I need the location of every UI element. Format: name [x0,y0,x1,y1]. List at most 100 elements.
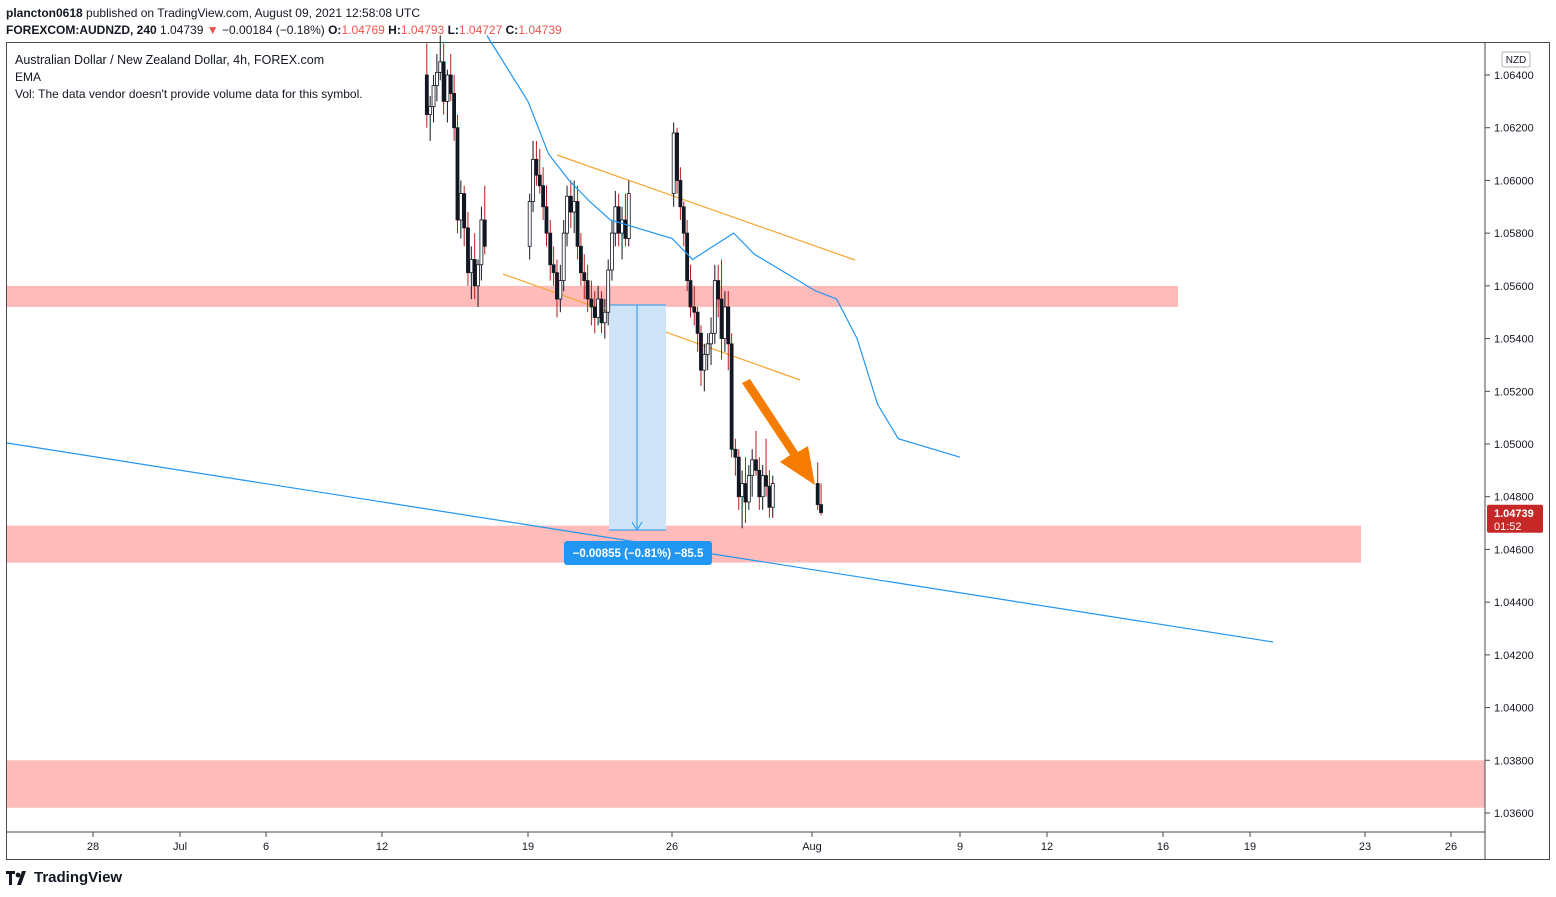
legend-ema[interactable]: EMA [15,70,42,84]
low-value: 1.04727 [458,23,503,37]
time-tick-label: 12 [376,841,388,853]
price-tick-label: 1.06000 [1494,175,1534,187]
high-value: 1.04793 [400,23,445,37]
candle-body [565,195,569,234]
time-tick-label: 28 [87,841,99,853]
candle [551,246,556,286]
candle [458,180,463,239]
close-label: C: [505,23,519,37]
candle-body [596,298,601,318]
candle-body [448,74,453,94]
candle-body [568,195,573,213]
author-name[interactable]: plancton0618 [6,6,83,20]
time-tick-label: 19 [1244,841,1256,853]
candle-body [482,219,487,247]
time-tick-label: 26 [1445,841,1457,853]
price-tick-label: 1.03600 [1494,808,1534,820]
candle-body [458,193,463,221]
ema-line [486,35,961,458]
legend-volume-note[interactable]: Vol: The data vendor doesn't provide vol… [15,87,363,101]
candle-body [819,504,823,513]
time-tick-label: Aug [802,841,822,853]
candle-body [733,448,738,458]
price-tick-label: 1.06200 [1494,123,1534,135]
price-tick-label: 1.05600 [1494,281,1534,293]
time-tick-label: 6 [263,841,269,853]
candle [579,233,583,286]
time-tick-label: 26 [666,841,678,853]
candle [428,96,433,141]
candle-body [740,483,745,498]
candle [770,475,775,518]
candle [699,325,703,387]
candle [675,127,679,194]
candle [561,219,566,292]
candle-body [620,219,624,234]
candle-body [678,180,683,208]
measure-arrow-head-icon [631,521,643,531]
candle [479,206,484,281]
candle-body [709,332,713,345]
candle-body [431,85,436,108]
candle-body [743,483,748,503]
candle-body [455,127,460,221]
publish-header: plancton0618 published on TradingView.co… [6,5,420,22]
candle [733,438,738,476]
candle [438,35,443,81]
candle-body [671,132,676,195]
candle-body [589,298,594,308]
candle-body [767,485,772,508]
candle-body [438,61,443,73]
candle-body [424,74,429,115]
tradingview-logo[interactable]: TradingView [6,869,122,886]
candle-body [479,219,484,266]
candle-body [746,475,751,503]
candle [424,43,429,128]
candle [445,69,450,123]
open-value: 1.04769 [341,23,385,37]
candle-body [445,74,450,102]
price-tick-label: 1.03800 [1494,755,1534,767]
candle-body [723,306,727,339]
candle-body [764,475,768,487]
candle-body [705,343,710,355]
candle-body [626,193,631,239]
candle [750,449,755,497]
candle [599,291,604,334]
candle [462,185,467,247]
candle [558,264,563,313]
candle-body [435,71,439,86]
current-price-tag [1487,504,1543,533]
candle-body [466,227,470,274]
candle [441,43,446,115]
candle [709,317,713,365]
brand-name: TradingView [34,869,123,886]
candle [602,299,607,339]
candle-body [602,311,607,324]
candle-body [558,280,563,300]
candle-body [462,193,467,229]
currency-badge [1501,51,1531,68]
candle [760,465,765,510]
candle [819,483,823,516]
candle [620,206,624,260]
support-zone-3 [7,760,1485,808]
candle-body [750,459,755,477]
candle [740,470,745,529]
candle-body [537,174,542,187]
candle [757,457,762,510]
candle [743,457,748,524]
candle [685,219,690,292]
time-tick-label: Jul [173,841,187,853]
candle [764,438,768,497]
candle-body [702,353,707,371]
candle-body [534,158,539,176]
legend-title[interactable]: Australian Dollar / New Zealand Dollar, … [15,53,325,67]
candle [431,75,436,123]
candle [626,180,631,247]
down-arrow-icon [742,379,815,485]
candle-body [592,306,597,318]
candle [815,462,820,510]
candle-body [685,232,690,281]
